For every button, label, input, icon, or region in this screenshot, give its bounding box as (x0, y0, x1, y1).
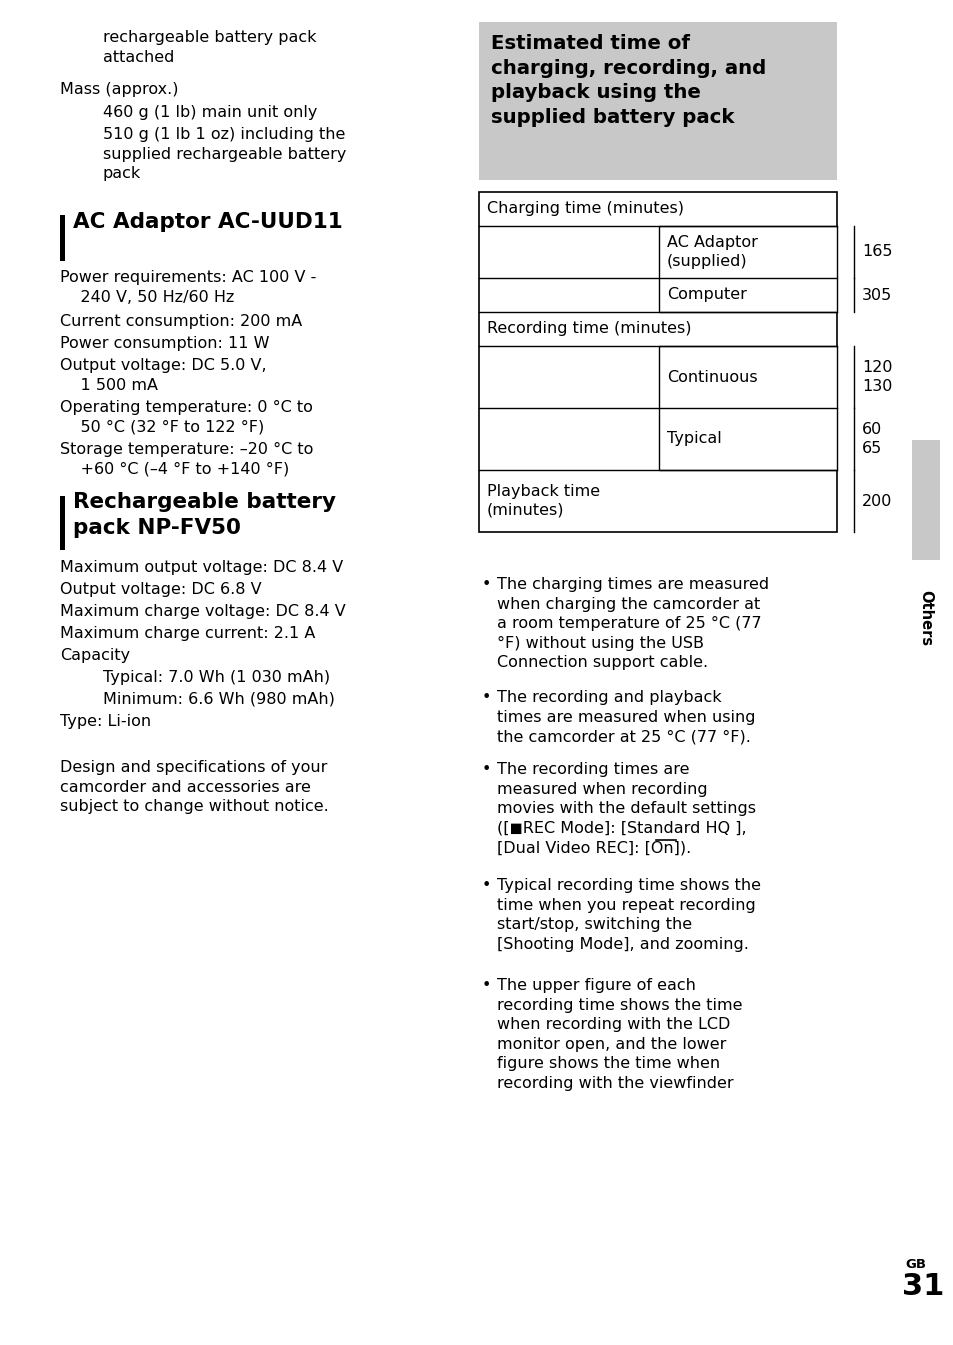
Text: Operating temperature: 0 °C to
    50 °C (32 °F to 122 °F): Operating temperature: 0 °C to 50 °C (32… (60, 399, 313, 434)
Text: Current consumption: 200 mA: Current consumption: 200 mA (60, 313, 302, 330)
Text: GB: GB (904, 1258, 925, 1271)
Text: Computer: Computer (666, 288, 746, 303)
Text: The recording and playback
times are measured when using
the camcorder at 25 °C : The recording and playback times are mea… (497, 690, 755, 744)
Text: Design and specifications of your
camcorder and accessories are
subject to chang: Design and specifications of your camcor… (60, 760, 329, 814)
Text: 31: 31 (901, 1272, 943, 1301)
Text: Capacity: Capacity (60, 648, 130, 663)
Text: Others: Others (918, 590, 933, 646)
Text: Maximum charge current: 2.1 A: Maximum charge current: 2.1 A (60, 625, 315, 642)
Text: Output voltage: DC 5.0 V,
    1 500 mA: Output voltage: DC 5.0 V, 1 500 mA (60, 358, 266, 393)
Text: •: • (481, 978, 491, 993)
Text: AC Adaptor AC-UUD11: AC Adaptor AC-UUD11 (73, 213, 342, 231)
Text: Output voltage: DC 6.8 V: Output voltage: DC 6.8 V (60, 582, 261, 597)
Text: The upper figure of each
recording time shows the time
when recording with the L: The upper figure of each recording time … (497, 978, 741, 1091)
Text: 460 g (1 lb) main unit only: 460 g (1 lb) main unit only (103, 105, 317, 120)
Text: Maximum output voltage: DC 8.4 V: Maximum output voltage: DC 8.4 V (60, 560, 343, 576)
Text: Typical: 7.0 Wh (1 030 mAh): Typical: 7.0 Wh (1 030 mAh) (103, 670, 330, 685)
Text: •: • (481, 577, 491, 592)
Text: Power requirements: AC 100 V -
    240 V, 50 Hz/60 Hz: Power requirements: AC 100 V - 240 V, 50… (60, 270, 316, 304)
Text: •: • (481, 878, 491, 893)
Text: Maximum charge voltage: DC 8.4 V: Maximum charge voltage: DC 8.4 V (60, 604, 345, 619)
Bar (478, 192, 836, 533)
Bar (60, 496, 65, 550)
Text: Mass (approx.): Mass (approx.) (60, 82, 178, 97)
Text: The charging times are measured
when charging the camcorder at
a room temperatur: The charging times are measured when cha… (497, 577, 768, 670)
Text: Continuous: Continuous (666, 370, 757, 385)
Text: The recording times are
measured when recording
movies with the default settings: The recording times are measured when re… (497, 763, 755, 855)
Text: Playback time
(minutes): Playback time (minutes) (486, 484, 599, 518)
Bar (659, 226, 836, 312)
Text: 60
65: 60 65 (862, 422, 882, 456)
Text: Storage temperature: –20 °C to
    +60 °C (–4 °F to +140 °F): Storage temperature: –20 °C to +60 °C (–… (60, 443, 313, 476)
Text: Power consumption: 11 W: Power consumption: 11 W (60, 336, 269, 351)
Text: •: • (481, 763, 491, 777)
Text: Charging time (minutes): Charging time (minutes) (486, 202, 683, 217)
Text: Typical: Typical (666, 432, 721, 447)
Bar (60, 215, 65, 261)
Text: Minimum: 6.6 Wh (980 mAh): Minimum: 6.6 Wh (980 mAh) (103, 691, 335, 707)
Text: 120
130: 120 130 (862, 360, 892, 394)
Text: Recording time (minutes): Recording time (minutes) (486, 321, 691, 336)
Text: Rechargeable battery
pack NP-FV50: Rechargeable battery pack NP-FV50 (73, 492, 335, 538)
Text: Estimated time of
charging, recording, and
playback using the
supplied battery p: Estimated time of charging, recording, a… (491, 34, 765, 126)
Bar (659, 346, 836, 469)
Text: Type: Li-ion: Type: Li-ion (60, 714, 151, 729)
Text: 200: 200 (862, 494, 891, 508)
Text: 510 g (1 lb 1 oz) including the
supplied rechargeable battery
pack: 510 g (1 lb 1 oz) including the supplied… (103, 126, 346, 182)
Text: •: • (481, 690, 491, 705)
Text: Typical recording time shows the
time when you repeat recording
start/stop, swit: Typical recording time shows the time wh… (497, 878, 760, 952)
Bar (911, 440, 939, 560)
Text: AC Adaptor
(supplied): AC Adaptor (supplied) (666, 235, 757, 269)
Text: 165: 165 (862, 245, 892, 260)
Text: 305: 305 (862, 288, 891, 303)
Bar (478, 22, 836, 180)
Text: rechargeable battery pack
attached: rechargeable battery pack attached (103, 30, 316, 65)
